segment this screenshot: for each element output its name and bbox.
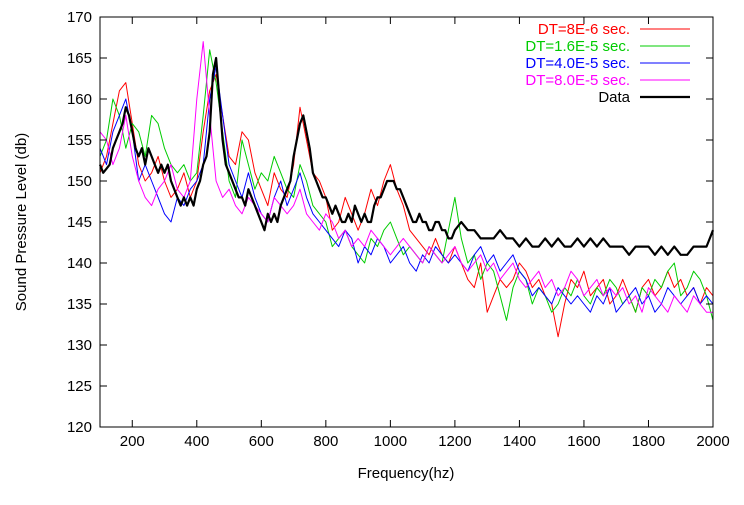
legend: DT=8E-6 sec.DT=1.6E-5 sec.DT=4.0E-5 sec.…	[525, 21, 690, 106]
y-tick-label-5: 145	[67, 214, 92, 231]
series-line-3	[99, 41, 713, 313]
y-tick-label-1: 125	[67, 378, 92, 395]
series-line-0	[99, 73, 714, 338]
y-tick-label-3: 135	[67, 296, 92, 313]
x-tick-label-7: 1600	[567, 433, 600, 450]
x-tick-label-2: 600	[249, 433, 274, 450]
legend-label-2: DT=4.0E-5 sec.	[525, 55, 630, 72]
y-tick-label-2: 130	[67, 337, 92, 354]
x-tick-label-9: 2000	[696, 433, 729, 450]
y-tick-label-4: 140	[67, 255, 92, 272]
legend-label-1: DT=1.6E-5 sec.	[525, 38, 630, 55]
y-tick-label-0: 120	[67, 419, 92, 436]
x-tick-label-5: 1200	[438, 433, 471, 450]
series-line-4	[98, 56, 715, 256]
y-tick-label-8: 160	[67, 91, 92, 108]
y-tick-label-9: 165	[67, 50, 92, 67]
series-line-1	[99, 49, 714, 321]
y-tick-label-10: 170	[67, 9, 92, 26]
y-axis-label: Sound Pressure Level (db)	[13, 133, 30, 311]
y-tick-label-7: 155	[67, 132, 92, 149]
x-tick-label-3: 800	[313, 433, 338, 450]
plot-lines	[98, 41, 715, 338]
axis-ticks	[100, 16, 714, 428]
legend-label-0: DT=8E-6 sec.	[538, 21, 630, 38]
legend-label-3: DT=8.0E-5 sec.	[525, 72, 630, 89]
x-tick-label-0: 200	[120, 433, 145, 450]
x-tick-label-1: 400	[184, 433, 209, 450]
tick-labels: 200 400 600 800 1000 1200 1400 1600 1800 2000 120 1…	[67, 9, 730, 450]
x-axis-label: Frequency(hz)	[358, 465, 455, 482]
x-tick-label-8: 1800	[632, 433, 665, 450]
x-tick-label-6: 1400	[503, 433, 536, 450]
y-tick-label-6: 150	[67, 173, 92, 190]
legend-label-4: Data	[598, 89, 630, 106]
x-tick-label-4: 1000	[374, 433, 407, 450]
